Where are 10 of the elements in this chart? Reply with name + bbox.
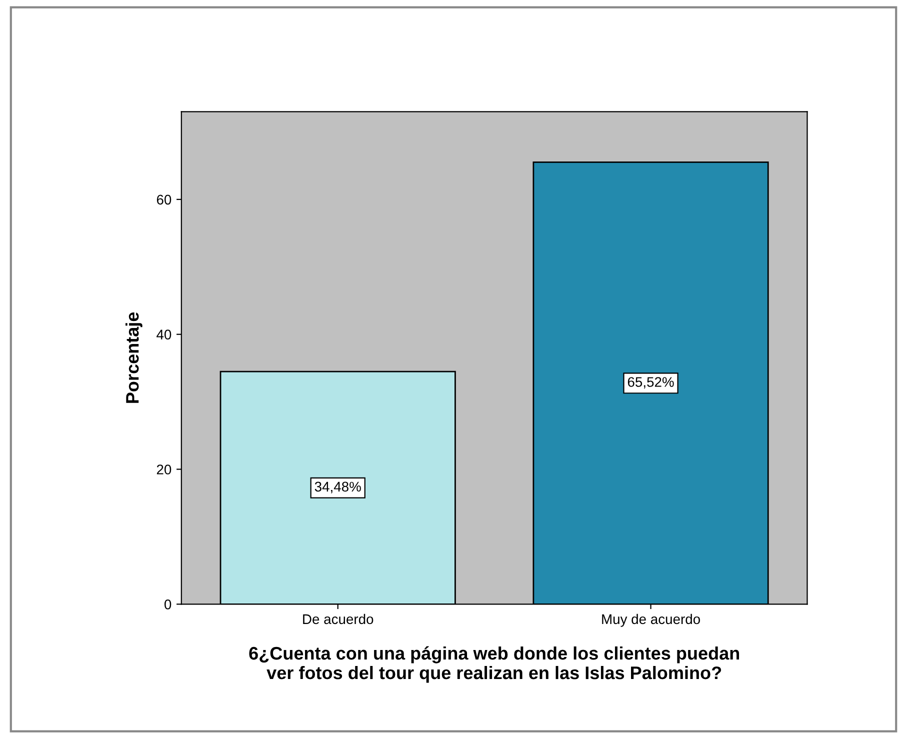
x-tick-label: De acuerdo	[303, 614, 374, 624]
x-axis-title: 6¿Cuenta con una página web donde los clientes puedan ver fotos del tour que realizan en las Islas Palomino?	[249, 646, 740, 683]
data-label: 34,48%	[314, 482, 361, 494]
data-label: 65,52%	[628, 377, 674, 389]
y-tick-label: 40	[156, 330, 172, 340]
y-tick-label: 60	[156, 194, 172, 205]
x-tick-label: Muy de acuerdo	[602, 614, 700, 627]
y-tick-label: 0	[164, 600, 172, 610]
y-tick-label: 20	[156, 464, 172, 474]
y-axis-title: Porcentaje	[126, 312, 142, 403]
